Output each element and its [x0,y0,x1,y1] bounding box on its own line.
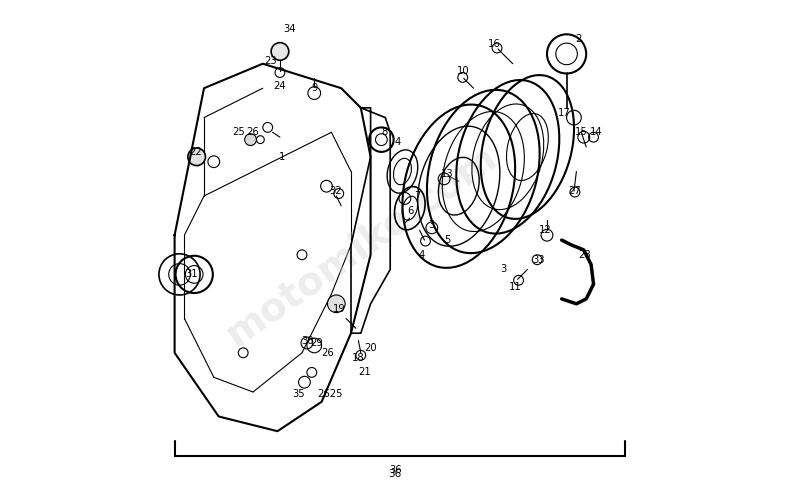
Text: 6: 6 [407,206,414,216]
Text: 17: 17 [558,108,571,118]
Text: 36: 36 [389,469,402,479]
Text: 4: 4 [419,250,425,260]
Text: 19: 19 [332,304,345,314]
Text: 18: 18 [352,353,365,363]
Text: 20: 20 [364,343,377,353]
Text: 23: 23 [264,56,277,66]
Text: 2: 2 [576,34,582,44]
Text: 22: 22 [189,147,202,157]
Circle shape [188,148,206,166]
Text: 36: 36 [389,466,402,475]
Text: 9: 9 [311,83,318,93]
Circle shape [245,134,257,146]
Text: 26: 26 [246,127,259,137]
Text: 16: 16 [488,39,501,49]
Text: 25: 25 [232,127,245,137]
Text: 10: 10 [457,66,469,76]
Text: 26: 26 [321,348,334,358]
Text: 31: 31 [185,270,198,279]
Text: 21: 21 [358,368,371,377]
Text: motomike.com: motomike.com [218,137,504,353]
Text: 30: 30 [302,336,314,345]
Text: 8: 8 [381,127,387,137]
Text: 12: 12 [538,225,551,235]
Text: 4: 4 [394,137,401,147]
Text: 5: 5 [444,235,450,245]
Text: 33: 33 [532,255,545,265]
Text: 35: 35 [292,390,304,399]
Text: 27: 27 [568,186,581,196]
Text: 3: 3 [500,265,506,274]
Text: 34: 34 [283,24,296,34]
Text: 7: 7 [414,191,420,201]
Text: 13: 13 [442,169,454,179]
Text: 24: 24 [274,81,286,91]
Text: 1: 1 [279,152,286,162]
Text: 15: 15 [575,127,588,137]
Text: 29: 29 [310,338,323,348]
Text: 11: 11 [509,282,522,292]
Text: 14: 14 [590,127,602,137]
Circle shape [327,295,345,313]
Text: 2625: 2625 [318,390,343,399]
Circle shape [271,43,289,60]
Text: 3: 3 [429,220,435,230]
Text: 28: 28 [578,250,590,260]
Text: 32: 32 [329,186,342,196]
